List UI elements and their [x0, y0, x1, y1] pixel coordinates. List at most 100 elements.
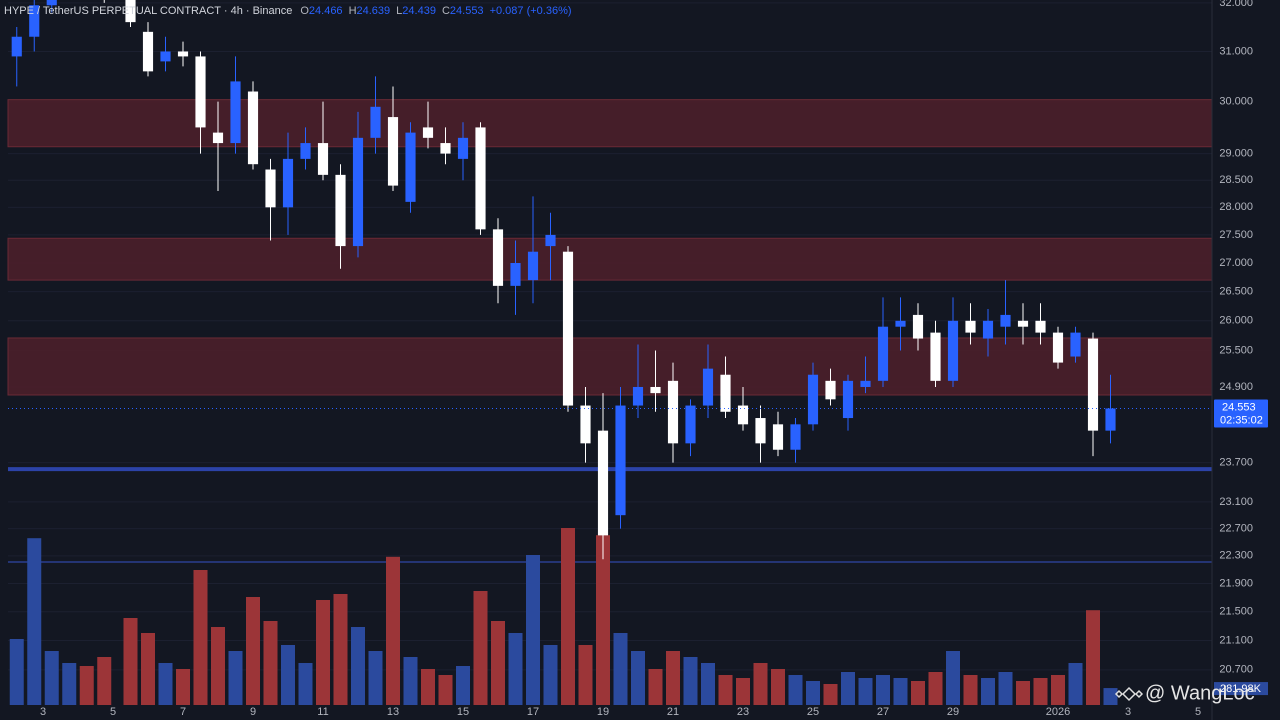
x-tick-label: 5 — [1195, 706, 1201, 718]
volume-bar — [596, 535, 610, 705]
volume-tag — [1214, 682, 1268, 696]
candle-body — [475, 127, 486, 230]
y-tick-label: 30.000 — [1219, 96, 1253, 108]
y-tick-label: 28.000 — [1219, 201, 1253, 213]
axes: 32.000 31.000 30.000 29.000 28.500 28.000 27.5… — [40, 0, 1268, 718]
legend-line: HYPE / TetherUS PERPETUAL CONTRACT · 4h … — [4, 5, 572, 17]
candle-body — [1105, 408, 1116, 431]
candle-body — [650, 386, 661, 394]
candle-body — [387, 117, 399, 186]
candle-body — [265, 169, 276, 208]
candle-body — [247, 91, 259, 165]
ohlc-value: 24.553 — [450, 5, 484, 17]
volume-bar — [788, 675, 803, 705]
candle-body — [597, 430, 609, 536]
x-tick-label: 17 — [527, 706, 539, 718]
change: +0.087 (+0.36%) — [490, 5, 572, 17]
candle-body — [1017, 320, 1029, 327]
volume-bar — [9, 639, 24, 705]
candle-body — [422, 127, 434, 138]
candle-body — [755, 418, 766, 444]
volume-bar — [543, 645, 558, 705]
candle-body — [195, 56, 206, 128]
candle-body — [877, 326, 889, 381]
volume-bar — [683, 657, 698, 705]
volume-bar — [298, 663, 313, 705]
candle-body — [807, 374, 819, 425]
candle-body — [1000, 314, 1011, 327]
volume-bar — [508, 633, 523, 705]
volume-bar — [456, 666, 470, 705]
y-tick-label: 27.500 — [1219, 229, 1253, 241]
candle-body — [947, 320, 959, 381]
y-tick-label: 24.900 — [1219, 381, 1253, 393]
candle-body — [580, 405, 591, 444]
symbol: HYPE / TetherUS PERPETUAL CONTRACT · 4h … — [4, 5, 292, 17]
candle-body — [492, 229, 504, 286]
zones — [7, 99, 1212, 563]
ohlc-value: 24.466 — [309, 5, 343, 17]
candle-body — [667, 380, 679, 444]
volume-bar — [631, 651, 645, 705]
x-tick-label: 9 — [250, 706, 256, 718]
volume-bar — [893, 678, 908, 705]
volume-bar — [526, 555, 540, 705]
volume-bar — [736, 678, 750, 705]
candle-body — [737, 405, 749, 425]
resistance-zone — [7, 337, 1212, 396]
y-tick-label: 21.100 — [1219, 634, 1253, 646]
y-tick-label: 26.000 — [1219, 315, 1253, 327]
volume-bar — [928, 672, 943, 705]
resistance-zone — [7, 237, 1212, 281]
x-tick-label: 15 — [457, 706, 469, 718]
candle-body — [632, 386, 644, 406]
candle-body — [895, 320, 906, 327]
candle-body — [982, 320, 994, 339]
price-tag-value: 24.553 — [1222, 401, 1256, 413]
volume-bar — [946, 651, 960, 705]
x-tick-label: 29 — [947, 706, 959, 718]
volume-bar — [981, 678, 995, 705]
volume-bar — [771, 669, 785, 705]
y-tick-label: 32.000 — [1219, 0, 1253, 9]
price-axis — [1212, 0, 1280, 720]
y-tick-label: 22.300 — [1219, 550, 1253, 562]
x-tick-label: 27 — [877, 706, 889, 718]
candle-body — [965, 320, 976, 333]
candle-body — [177, 51, 189, 57]
candle-body — [1087, 338, 1099, 431]
x-tick-label: 5 — [110, 706, 116, 718]
ohlc-key: L — [396, 5, 402, 17]
volume-bar — [648, 669, 663, 705]
ohlc-key: O — [300, 5, 309, 17]
volume-bar — [97, 657, 112, 705]
volume-bar — [1033, 678, 1048, 705]
volume-bar — [386, 556, 400, 705]
volume-bar — [228, 651, 243, 705]
candle-body — [825, 380, 836, 400]
y-tick-label: 31.000 — [1219, 45, 1253, 57]
y-tick-label: 20.700 — [1219, 664, 1253, 676]
volume-bar — [561, 528, 575, 705]
candle-body — [440, 143, 451, 154]
volume-bar — [211, 627, 225, 705]
candle-body — [860, 380, 871, 387]
candle-body — [1035, 320, 1046, 333]
watermark: @ WangLoc — [1114, 682, 1255, 704]
volume-bar — [421, 669, 435, 705]
candle-body — [912, 314, 924, 339]
candle-body — [230, 81, 241, 144]
volume-bar — [701, 663, 715, 705]
volume-bar — [246, 597, 260, 705]
y-tick-label: 23.700 — [1219, 457, 1253, 469]
volume-bar — [578, 645, 593, 705]
volume-bar — [858, 678, 873, 705]
y-tick-label: 27.000 — [1219, 257, 1253, 269]
x-tick-label: 7 — [180, 706, 186, 718]
x-tick-label: 13 — [387, 706, 399, 718]
ohlc-value: 24.639 — [357, 5, 391, 17]
y-tick-label: 29.000 — [1219, 147, 1253, 159]
volume-bar — [753, 663, 768, 705]
volume-bar — [158, 663, 173, 705]
